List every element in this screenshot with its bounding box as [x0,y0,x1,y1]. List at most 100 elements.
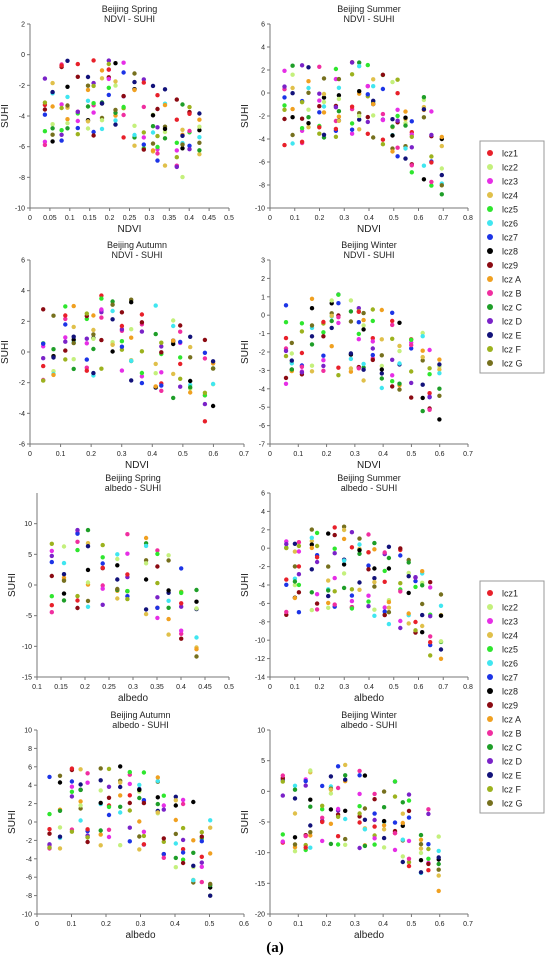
scatter-point [42,139,48,144]
scatter-point [429,183,434,188]
x-tick-label: 0.7 [239,451,249,458]
scatter-point [381,845,387,850]
chart-subtitle: albedo - SUHI [105,483,162,493]
scatter-point [308,823,313,828]
legend-marker [487,646,493,652]
scatter-point [320,815,325,820]
legend-marker [487,346,493,352]
scatter-point [306,79,311,84]
scatter-point [106,784,112,789]
scatter-point [155,778,160,784]
scatter-point [155,93,160,98]
scatter-point [171,341,176,347]
legend-label: lcz3 [502,617,518,627]
y-tick-label: 4 [21,288,25,295]
x-axis-label: NDVI [357,224,381,235]
scatter-point [187,128,192,134]
scatter-point [328,841,334,847]
scatter-point [372,540,377,546]
scatter-point [314,530,320,536]
legend-marker [487,318,493,324]
chart-panel-8: 0 0.1 0.2 0.3 0.4 0.5 0.6 0.7 -20 -15 -10 -5 0 5 10 Bei… [240,710,473,941]
scatter-point [173,798,178,803]
scatter-point [426,842,431,847]
legend-marker [487,332,493,338]
scatter-point [161,851,166,857]
scatter-point [49,610,54,615]
x-tick-label: 0.4 [378,451,388,458]
y-axis-label: SUHI [7,810,18,834]
x-tick-label: 0.1 [290,215,300,222]
scatter-point [75,593,80,599]
scatter-point [141,147,146,152]
scatter-point [366,563,371,568]
scatter-point [59,128,64,133]
scatter-point [428,580,433,585]
y-tick-label: -7 [259,442,265,449]
scatter-point [166,558,171,563]
scatter-point [179,628,184,633]
scatter-point [202,419,208,424]
scatter-point [161,855,166,860]
scatter-point [420,408,425,414]
scatter-point [317,131,322,136]
scatter-point [372,836,377,841]
scatter-point [366,604,371,609]
y-tick-label: 6 [21,258,25,265]
scatter-point [150,148,156,153]
scatter-point [132,123,137,128]
scatter-point [392,820,398,825]
x-tick-label: 0.3 [339,215,349,222]
scatter-point [426,846,431,852]
scatter-point [98,778,103,783]
y-tick-label: 0 [261,313,265,320]
scatter-point [320,838,325,844]
scatter-point [199,860,204,865]
legend-label: lcz5 [502,645,518,655]
scatter-point [308,830,313,835]
y-axis-label: SUHI [7,573,18,597]
scatter-point [418,842,424,847]
scatter-point [289,340,294,346]
scatter-point [390,384,395,389]
scatter-point [41,378,46,383]
y-tick-label: -8 [26,893,32,900]
scatter-point [106,804,112,810]
x-tick-label: 0.7 [463,921,473,928]
scatter-point [85,527,91,533]
scatter-point [153,303,158,308]
x-tick-label: 0.3 [136,921,146,928]
scatter-point [292,582,298,588]
scatter-point [289,358,294,363]
scatter-point [382,605,387,610]
scatter-point [428,585,433,590]
scatter-point [98,766,103,771]
scatter-point [321,334,326,339]
scatter-point [180,860,186,866]
scatter-point [361,378,366,383]
scatter-point [106,76,112,82]
scatter-point [78,799,83,804]
scatter-point [427,394,432,399]
x-tick-label: 0.5 [407,451,417,458]
scatter-point [49,603,54,608]
scatter-point [166,598,171,603]
scatter-point [437,386,442,391]
scatter-point [42,107,48,112]
scatter-point [85,604,91,609]
scatter-point [428,653,433,658]
y-axis-label: SUHI [0,104,11,128]
scatter-point [382,579,387,584]
x-tick-label: 0 [268,684,272,691]
scatter-point [71,303,76,309]
scatter-point [365,83,370,89]
x-tick-label: 0.1 [293,921,303,928]
y-tick-label: -2 [19,380,25,387]
scatter-point [119,310,125,315]
scatter-point [436,834,441,839]
x-tick-label: 0.4 [184,215,194,222]
scatter-point [85,598,91,604]
legend-marker [487,618,493,624]
scatter-point [372,811,377,816]
scatter-point [357,127,362,132]
